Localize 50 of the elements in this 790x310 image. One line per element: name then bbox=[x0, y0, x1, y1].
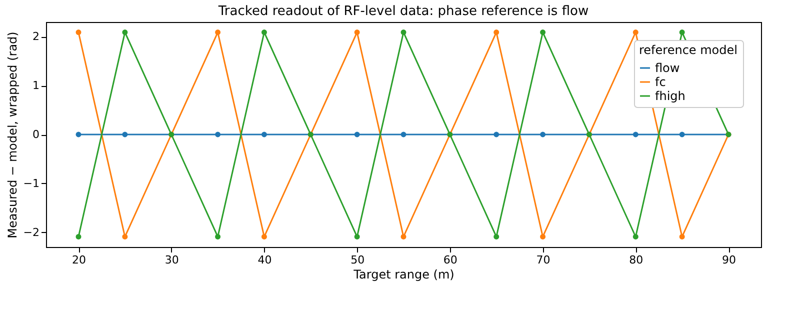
point bbox=[632, 30, 638, 36]
point bbox=[76, 132, 82, 138]
point bbox=[354, 234, 360, 240]
x-tick-label: 60 bbox=[443, 254, 458, 266]
point bbox=[400, 30, 406, 36]
point bbox=[400, 132, 406, 138]
legend-label: flow bbox=[655, 61, 680, 75]
point bbox=[122, 30, 128, 36]
x-tick-label: 20 bbox=[72, 254, 86, 266]
point bbox=[354, 132, 360, 138]
x-axis-title: Target range (m) bbox=[352, 268, 454, 282]
point bbox=[354, 30, 360, 36]
chart-title: Tracked readout of RF-level data: phase reference is flow bbox=[217, 4, 589, 19]
y-axis-title: Measured − model, wrapped (rad) bbox=[5, 32, 20, 238]
point bbox=[494, 234, 500, 240]
x-tick-label: 30 bbox=[164, 254, 179, 266]
point bbox=[261, 132, 267, 138]
point bbox=[76, 30, 82, 36]
x-tick-label: 40 bbox=[258, 254, 272, 266]
point bbox=[632, 234, 638, 240]
point bbox=[540, 234, 546, 240]
y-tick-label: 1 bbox=[32, 79, 40, 92]
legend-title: reference model bbox=[639, 43, 738, 57]
x-tick-label: 70 bbox=[536, 254, 550, 266]
x-tick-label: 50 bbox=[350, 254, 365, 266]
x-tick-label: 90 bbox=[722, 254, 736, 266]
point bbox=[215, 234, 221, 240]
point bbox=[122, 132, 128, 138]
point bbox=[400, 234, 406, 240]
point bbox=[215, 132, 221, 138]
point bbox=[540, 30, 546, 36]
point bbox=[679, 30, 685, 36]
point bbox=[261, 30, 267, 36]
point bbox=[494, 132, 500, 138]
point bbox=[494, 30, 500, 36]
point bbox=[122, 234, 128, 240]
point bbox=[679, 234, 685, 240]
legend-label: fc bbox=[655, 75, 666, 89]
point bbox=[540, 132, 546, 138]
point bbox=[632, 132, 638, 138]
legend-label: fhigh bbox=[655, 89, 686, 103]
x-tick-label: 80 bbox=[629, 254, 644, 266]
y-tick-label: 2 bbox=[32, 30, 40, 44]
y-tick-label: −1 bbox=[23, 176, 40, 190]
point bbox=[261, 234, 267, 240]
y-tick-label: 0 bbox=[32, 128, 40, 141]
point bbox=[215, 30, 221, 36]
y-tick-label: −2 bbox=[23, 226, 40, 239]
point bbox=[76, 234, 82, 240]
point bbox=[679, 132, 685, 138]
